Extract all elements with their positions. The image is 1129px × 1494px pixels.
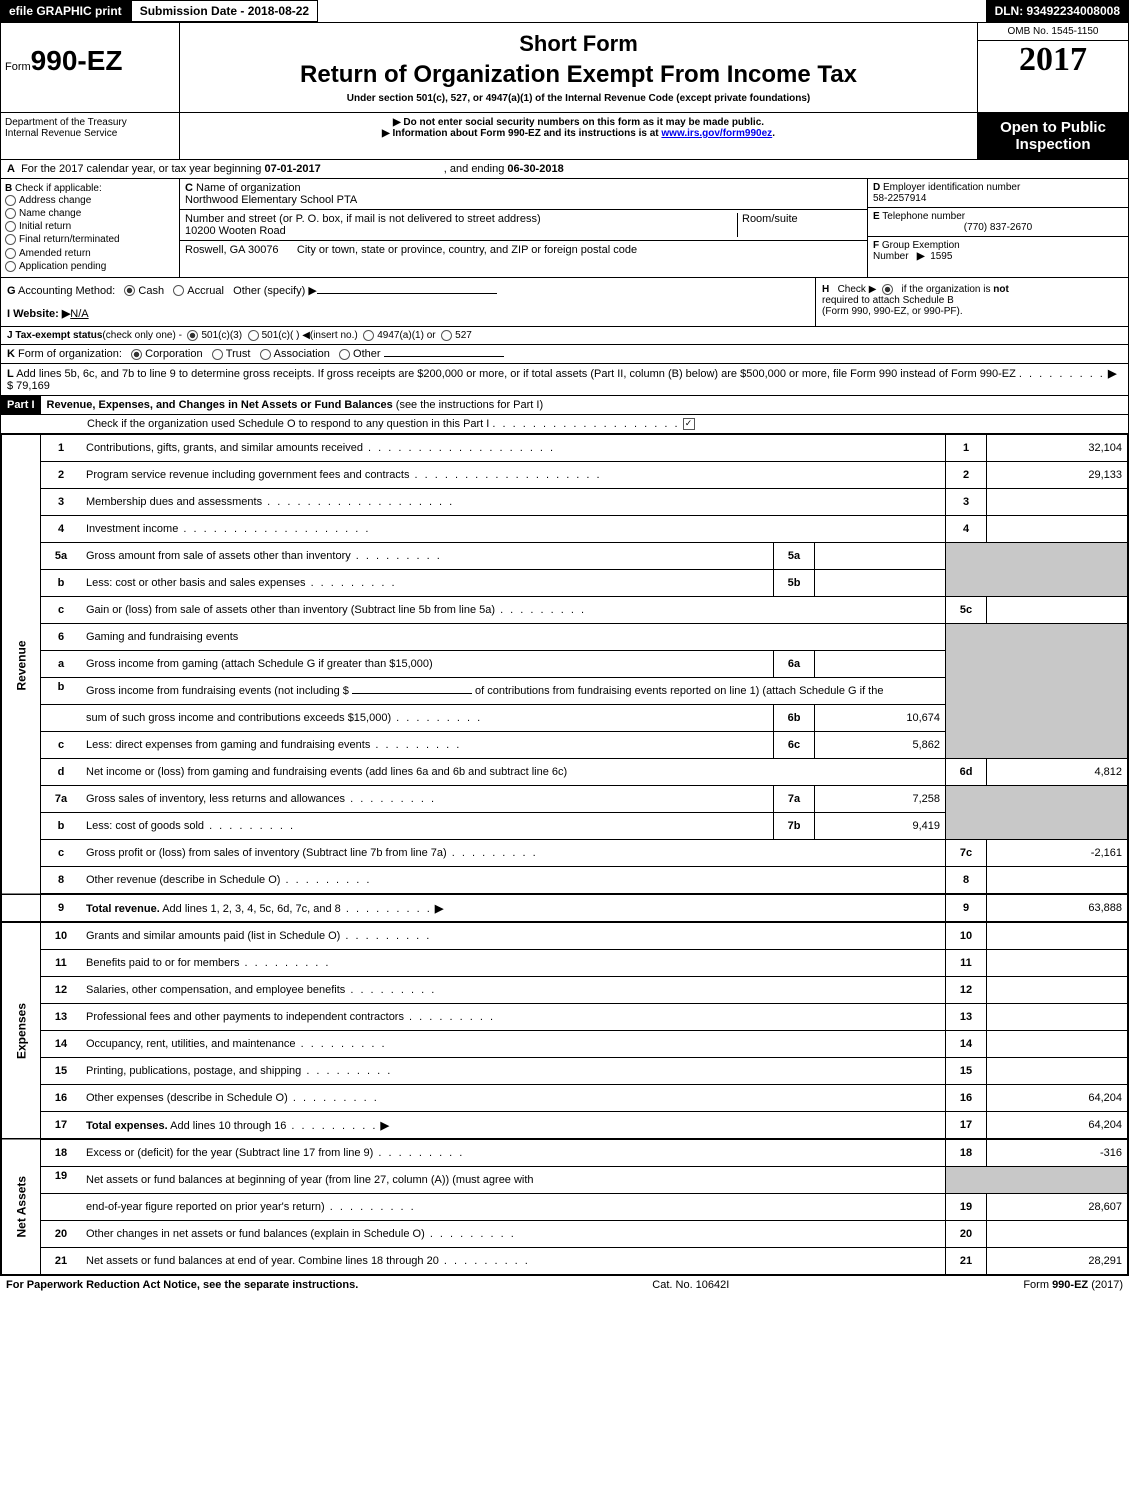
line-15-value	[987, 1058, 1128, 1085]
paperwork-notice: For Paperwork Reduction Act Notice, see …	[6, 1279, 358, 1291]
org-city: Roswell, GA 30076	[185, 244, 279, 256]
line-5c-value	[987, 597, 1128, 624]
dln-label: DLN: 93492234008008	[986, 0, 1129, 22]
info-block: B Check if applicable: Address change Na…	[1, 179, 1128, 278]
tax-year: 2017	[978, 41, 1128, 79]
line-13-value	[987, 1004, 1128, 1031]
line-16-value: 64,204	[987, 1085, 1128, 1112]
501c-radio[interactable]	[248, 330, 259, 341]
application-pending-radio[interactable]	[5, 261, 16, 272]
line-1-value: 32,104	[987, 435, 1128, 462]
line-19-value: 28,607	[987, 1194, 1128, 1221]
section-def: D Employer identification number 58-2257…	[867, 179, 1128, 277]
amended-return-radio[interactable]	[5, 248, 16, 259]
room-suite-label: Room/suite	[742, 213, 798, 225]
org-street: 10200 Wooten Road	[185, 225, 286, 237]
form-prefix: Form	[5, 61, 31, 73]
form-header: Form990-EZ Short Form Return of Organiza…	[1, 23, 1128, 113]
section-l: L Add lines 5b, 6c, and 7b to line 9 to …	[1, 364, 1128, 396]
section-j: J Tax-exempt status(check only one) - 50…	[1, 327, 1128, 345]
line-3-value	[987, 489, 1128, 516]
short-form-title: Short Form	[184, 31, 973, 57]
line-2-value: 29,133	[987, 462, 1128, 489]
page-footer: For Paperwork Reduction Act Notice, see …	[0, 1276, 1129, 1294]
line-12-value	[987, 977, 1128, 1004]
trust-radio[interactable]	[212, 349, 223, 360]
dept-row: Department of the Treasury Internal Reve…	[1, 113, 1128, 160]
cash-radio[interactable]	[124, 285, 135, 296]
section-k: K Form of organization: Corporation Trus…	[1, 345, 1128, 364]
accrual-radio[interactable]	[173, 285, 184, 296]
line-7a-value: 7,258	[815, 786, 946, 812]
corporation-radio[interactable]	[131, 349, 142, 360]
form-container: Form990-EZ Short Form Return of Organiza…	[0, 22, 1129, 1276]
line-17-value: 64,204	[987, 1112, 1128, 1140]
cat-number: Cat. No. 10642I	[652, 1279, 729, 1291]
line-21-value: 28,291	[987, 1248, 1128, 1275]
section-c: C Name of organization Northwood Element…	[180, 179, 867, 277]
line-6c-value: 5,862	[815, 732, 946, 758]
revenue-section-label: Revenue	[2, 435, 41, 895]
line-7c-value: -2,161	[987, 840, 1128, 867]
line-14-value	[987, 1031, 1128, 1058]
subtitle: Under section 501(c), 527, or 4947(a)(1)…	[184, 93, 973, 104]
instruction-ssn: ▶ Do not enter social security numbers o…	[184, 117, 973, 128]
initial-return-radio[interactable]	[5, 221, 16, 232]
527-radio[interactable]	[441, 330, 452, 341]
org-name: Northwood Elementary School PTA	[185, 194, 357, 206]
section-b: B Check if applicable: Address change Na…	[1, 179, 180, 277]
line-4-value	[987, 516, 1128, 543]
line-18-value: -316	[987, 1139, 1128, 1167]
instruction-info-prefix: ▶ Information about Form 990-EZ and its …	[382, 128, 661, 139]
main-title: Return of Organization Exempt From Incom…	[184, 61, 973, 89]
group-exemption-value: 1595	[930, 251, 952, 262]
expenses-section-label: Expenses	[2, 922, 41, 1139]
line-7b-value: 9,419	[815, 813, 946, 839]
form-number: 990-EZ	[31, 45, 123, 76]
line-11-value	[987, 950, 1128, 977]
line-8-value	[987, 867, 1128, 895]
4947-radio[interactable]	[363, 330, 374, 341]
line-10-value	[987, 922, 1128, 950]
final-return-radio[interactable]	[5, 234, 16, 245]
website-value: N/A	[70, 308, 88, 320]
open-to-public-badge: Open to Public Inspection	[978, 113, 1128, 159]
line-9-value: 63,888	[987, 894, 1128, 922]
irs-link[interactable]: www.irs.gov/form990ez	[661, 128, 772, 139]
section-gh: G Accounting Method: Cash Accrual Other …	[1, 278, 1128, 327]
part-1-check: Check if the organization used Schedule …	[1, 415, 1128, 434]
line-6b-value: 10,674	[815, 705, 946, 731]
top-bar: efile GRAPHIC print Submission Date - 20…	[0, 0, 1129, 22]
part-1-header: Part I Revenue, Expenses, and Changes in…	[1, 396, 1128, 415]
gross-receipts-value: $ 79,169	[7, 380, 50, 392]
lines-table: Revenue 1 Contributions, gifts, grants, …	[1, 434, 1128, 1275]
footer-form-number: 990-EZ	[1052, 1279, 1088, 1291]
submission-date-label: Submission Date - 2018-08-22	[131, 0, 318, 22]
other-org-radio[interactable]	[339, 349, 350, 360]
irs-label: Internal Revenue Service	[5, 128, 175, 139]
dept-treasury: Department of the Treasury	[5, 117, 175, 128]
line-20-value	[987, 1221, 1128, 1248]
name-change-radio[interactable]	[5, 208, 16, 219]
efile-print-button[interactable]: efile GRAPHIC print	[0, 0, 131, 22]
omb-number: OMB No. 1545-1150	[978, 23, 1128, 41]
address-change-radio[interactable]	[5, 195, 16, 206]
ein-value: 58-2257914	[873, 193, 926, 204]
phone-value: (770) 837-2670	[873, 222, 1123, 233]
section-a: A For the 2017 calendar year, or tax yea…	[1, 160, 1128, 179]
schedule-o-check[interactable]: ✓	[683, 418, 695, 430]
schedule-b-check[interactable]	[882, 284, 893, 295]
line-6d-value: 4,812	[987, 759, 1128, 786]
net-assets-section-label: Net Assets	[2, 1139, 41, 1275]
association-radio[interactable]	[260, 349, 271, 360]
501c3-radio[interactable]	[187, 330, 198, 341]
